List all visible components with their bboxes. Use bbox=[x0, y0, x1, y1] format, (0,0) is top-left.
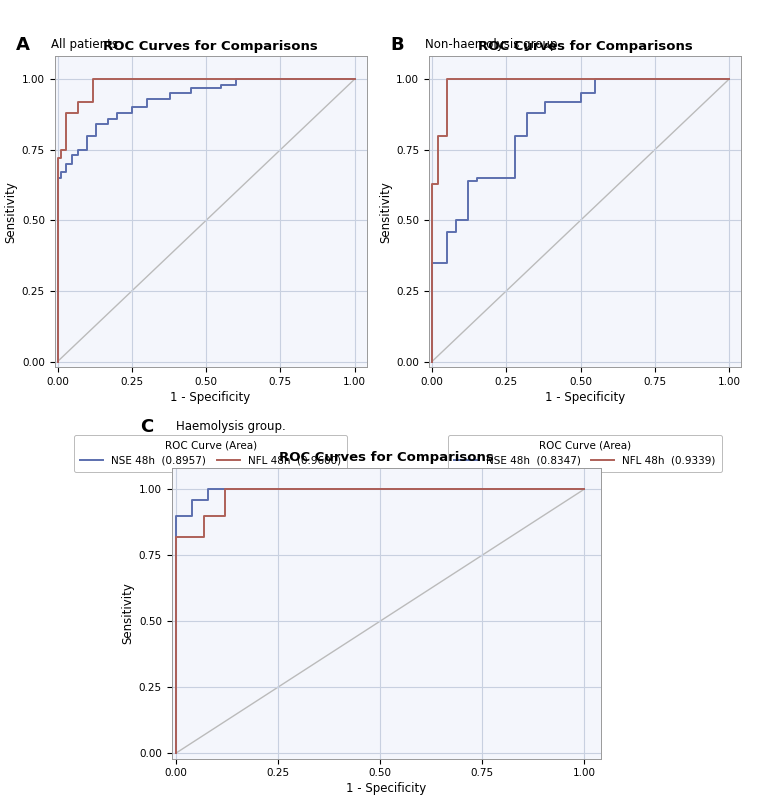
X-axis label: 1 - Specificity: 1 - Specificity bbox=[346, 783, 426, 796]
Title: ROC Curves for Comparisons: ROC Curves for Comparisons bbox=[477, 40, 693, 52]
Title: ROC Curves for Comparisons: ROC Curves for Comparisons bbox=[103, 40, 318, 52]
Text: Haemolysis group.: Haemolysis group. bbox=[176, 420, 285, 433]
Title: ROC Curves for Comparisons: ROC Curves for Comparisons bbox=[278, 451, 494, 464]
Y-axis label: Sensitivity: Sensitivity bbox=[122, 583, 135, 644]
Text: B: B bbox=[390, 36, 403, 54]
X-axis label: 1 - Specificity: 1 - Specificity bbox=[545, 391, 625, 404]
Y-axis label: Sensitivity: Sensitivity bbox=[5, 181, 18, 243]
Legend: NSE 48h  (0.8347), NFL 48h  (0.9339): NSE 48h (0.8347), NFL 48h (0.9339) bbox=[448, 434, 722, 472]
Text: Non-haemolysis group: Non-haemolysis group bbox=[425, 38, 558, 51]
X-axis label: 1 - Specificity: 1 - Specificity bbox=[171, 391, 250, 404]
Legend: NSE 48h  (0.8957), NFL 48h  (0.9600): NSE 48h (0.8957), NFL 48h (0.9600) bbox=[74, 434, 347, 472]
Y-axis label: Sensitivity: Sensitivity bbox=[379, 181, 392, 243]
Text: All patients: All patients bbox=[51, 38, 118, 51]
Text: A: A bbox=[16, 36, 30, 54]
Text: C: C bbox=[140, 418, 154, 436]
